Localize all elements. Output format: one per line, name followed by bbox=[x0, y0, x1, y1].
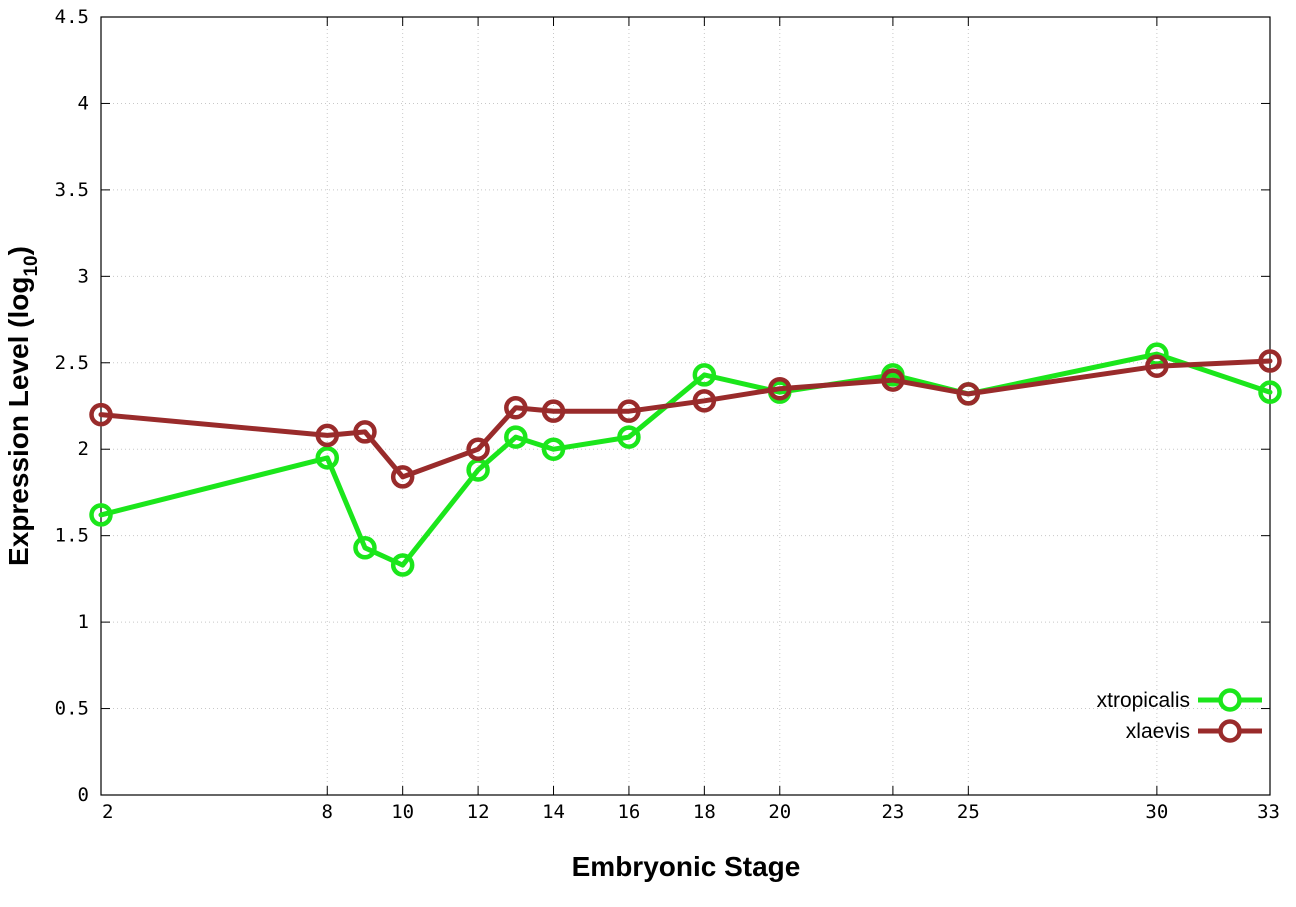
data-point-xtropicalis bbox=[353, 536, 377, 560]
legend-item-xlaevis: xlaevis bbox=[1126, 719, 1262, 743]
data-point-xlaevis bbox=[956, 382, 981, 406]
x-axis-title: Embryonic Stage bbox=[572, 851, 801, 882]
legend-swatch-marker bbox=[1218, 688, 1242, 712]
y-tick-label: 2.5 bbox=[55, 352, 89, 374]
data-point-xtropicalis bbox=[1258, 380, 1282, 404]
gridlines bbox=[101, 17, 1270, 795]
data-point-xlaevis bbox=[541, 399, 566, 423]
series-xtropicalis bbox=[89, 342, 1282, 577]
x-tick-label: 12 bbox=[467, 801, 490, 823]
data-point-xlaevis bbox=[768, 376, 792, 401]
x-tick-label: 33 bbox=[1257, 801, 1280, 823]
data-point-xtropicalis bbox=[390, 553, 415, 577]
legend: xtropicalis xlaevis bbox=[1097, 688, 1262, 743]
plot-frame bbox=[100, 16, 1271, 796]
data-point-xtropicalis bbox=[541, 437, 566, 461]
x-tick-label: 23 bbox=[881, 801, 904, 823]
data-point-xtropicalis bbox=[1145, 342, 1169, 366]
x-tick-label: 16 bbox=[617, 801, 640, 823]
x-tick-label: 18 bbox=[693, 801, 716, 823]
series-xlaevis bbox=[89, 349, 1282, 489]
y-tick-label: 4.5 bbox=[55, 6, 89, 28]
data-point-xlaevis bbox=[1258, 349, 1282, 373]
data-point-xlaevis bbox=[390, 465, 415, 489]
data-point-xtropicalis bbox=[504, 425, 528, 449]
y-tick-label: 1.5 bbox=[55, 525, 89, 547]
legend-label: xtropicalis bbox=[1097, 689, 1190, 712]
x-tick-label: 20 bbox=[768, 801, 791, 823]
y-axis-title-subscript: 10 bbox=[21, 255, 42, 276]
data-point-xlaevis bbox=[504, 395, 528, 420]
data-point-xlaevis bbox=[617, 399, 641, 423]
data-point-xlaevis bbox=[692, 389, 717, 413]
legend-item-xtropicalis: xtropicalis bbox=[1097, 688, 1262, 712]
y-tick-label: 1 bbox=[78, 611, 89, 633]
series-group bbox=[89, 342, 1282, 577]
series-line-xlaevis bbox=[98, 358, 1273, 480]
data-point-xtropicalis bbox=[692, 363, 717, 387]
x-tick-label: 30 bbox=[1145, 801, 1168, 823]
y-tick-label: 0.5 bbox=[55, 698, 89, 720]
x-tick-label: 2 bbox=[102, 801, 113, 823]
y-axis-title-close: ) bbox=[3, 246, 34, 255]
y-tick-label: 0 bbox=[78, 784, 89, 806]
y-tick-label: 3 bbox=[78, 265, 89, 287]
y-tick-label: 2 bbox=[78, 438, 89, 460]
data-point-xlaevis bbox=[466, 437, 490, 461]
y-axis-title-main: Expression Level (log bbox=[3, 277, 34, 566]
data-point-xlaevis bbox=[89, 402, 113, 427]
series-line-xtropicalis bbox=[98, 351, 1273, 568]
data-point-xtropicalis bbox=[617, 425, 641, 449]
y-axis-title: Expression Level (log10) bbox=[3, 246, 42, 566]
data-point-xlaevis bbox=[353, 420, 377, 444]
data-point-xtropicalis bbox=[315, 446, 340, 470]
data-point-xlaevis bbox=[315, 423, 340, 448]
x-tick-label: 14 bbox=[542, 801, 565, 823]
legend-label: xlaevis bbox=[1126, 720, 1190, 743]
data-point-xlaevis bbox=[1145, 354, 1169, 378]
legend-swatch-marker bbox=[1218, 719, 1242, 743]
x-tick-label: 25 bbox=[957, 801, 980, 823]
data-point-xlaevis bbox=[881, 368, 905, 392]
x-tick-label: 10 bbox=[391, 801, 414, 823]
x-tick-label: 8 bbox=[322, 801, 333, 823]
y-tick-label: 3.5 bbox=[55, 179, 89, 201]
data-point-xtropicalis bbox=[89, 503, 113, 527]
axis-ticks: 0 0.5 1 1.5 2 2.5 3 3.5 4 4.5 2 8 10 12 14 16 18 20 23 25 30… bbox=[55, 6, 1280, 823]
y-tick-label: 4 bbox=[78, 92, 89, 114]
